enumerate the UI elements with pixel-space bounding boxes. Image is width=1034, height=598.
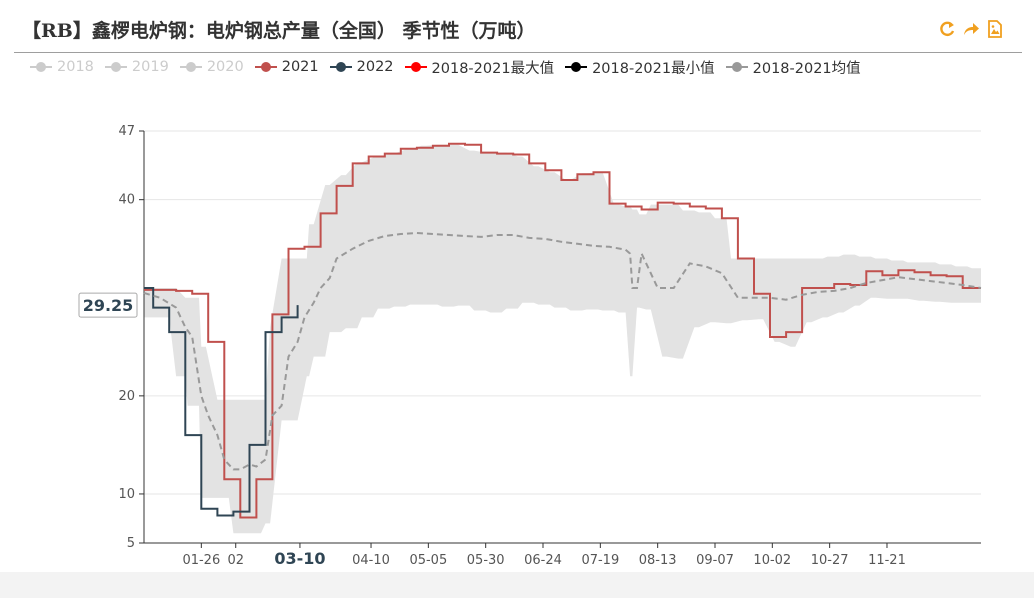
x-tick-label-05-05: 05-05 <box>409 553 447 568</box>
x-tick-label-10-27: 10-27 <box>811 553 849 568</box>
legend-label-2018-2021均值: 2018-2021均值 <box>752 60 861 77</box>
y-tick-label-5: 5 <box>127 536 135 551</box>
y-tick-label-20: 20 <box>118 389 135 404</box>
legend-item-2019[interactable]: 2019 <box>104 59 169 75</box>
series-line-2018-2021均值 <box>143 231 982 471</box>
legend-label-2018: 2018 <box>57 59 94 75</box>
x-tick-label-04-10: 04-10 <box>352 553 390 568</box>
legend-swatch-2018-2021最小值 <box>565 62 588 72</box>
axis-pointer-label: 29.25 <box>78 292 138 318</box>
legend-label-2018-2021最大值: 2018-2021最大值 <box>431 60 555 77</box>
legend-item-2018-2021最小值[interactable]: 2018-2021最小值 <box>565 57 715 78</box>
legend-item-2020[interactable]: 2020 <box>179 59 244 75</box>
x-tick-label-01-26: 01-26 <box>182 553 220 568</box>
title-divider <box>14 52 1022 53</box>
legend-label-2019: 2019 <box>131 59 169 75</box>
min-max-band <box>144 144 981 534</box>
save-image-icon[interactable] <box>986 20 1004 38</box>
legend-swatch-2018-2021均值 <box>725 62 748 72</box>
legend-label-2020: 2020 <box>206 59 244 75</box>
legend-label-2021: 2021 <box>281 59 319 75</box>
footer-bar <box>0 572 1034 598</box>
y-tick-label-47: 47 <box>118 124 135 139</box>
axis-pointer-box <box>78 292 138 318</box>
x-tick-label-07-19: 07-19 <box>581 553 619 568</box>
legend-label-2022: 2022 <box>356 59 394 75</box>
y-tick-label-40: 40 <box>118 193 135 208</box>
legend-item-2018[interactable]: 2018 <box>30 59 94 75</box>
refresh-icon[interactable] <box>938 20 956 38</box>
chart-legend: 2018 2019 2020 2021 2022 2018-2021最大值 2018-202… <box>30 56 861 78</box>
toolbar <box>938 20 1004 38</box>
legend-item-2021[interactable]: 2021 <box>254 59 319 75</box>
x-tick-label-05-30: 05-30 <box>467 553 505 568</box>
x-tick-label-06-24: 06-24 <box>524 553 562 568</box>
share-icon[interactable] <box>962 20 980 38</box>
y-tick-label-10: 10 <box>118 487 135 502</box>
legend-swatch-2021 <box>254 62 277 72</box>
legend-swatch-2019 <box>104 62 127 72</box>
x-tick-label-11-21: 11-21 <box>868 553 906 568</box>
legend-swatch-2018 <box>30 62 52 72</box>
x-tick-label-10-02: 10-02 <box>753 553 791 568</box>
legend-item-2018-2021最大值[interactable]: 2018-2021最大值 <box>404 57 555 78</box>
legend-item-2018-2021均值[interactable]: 2018-2021均值 <box>725 57 861 78</box>
chart-header: 【RB】鑫椤电炉钢：电炉钢总产量（全国） 季节性（万吨） <box>0 0 1034 54</box>
x-tick-label-02: 02 <box>227 553 244 568</box>
legend-swatch-2018-2021最大值 <box>404 62 427 72</box>
x-tick-label-03-10: 03-10 <box>274 549 325 568</box>
legend-item-2022[interactable]: 2022 <box>329 59 394 75</box>
series-line-2022 <box>144 287 299 517</box>
legend-swatch-2020 <box>179 62 202 72</box>
axis-pointer-value: 29.25 <box>83 296 134 315</box>
legend-swatch-2022 <box>329 62 352 72</box>
x-tick-label-08-13: 08-13 <box>639 553 677 568</box>
series-line-2021 <box>144 142 981 519</box>
x-tick-label-09-07: 09-07 <box>696 553 734 568</box>
legend-label-2018-2021最小值: 2018-2021最小值 <box>592 60 715 77</box>
chart-title: 【RB】鑫椤电炉钢：电炉钢总产量（全国） 季节性（万吨） <box>22 20 536 42</box>
